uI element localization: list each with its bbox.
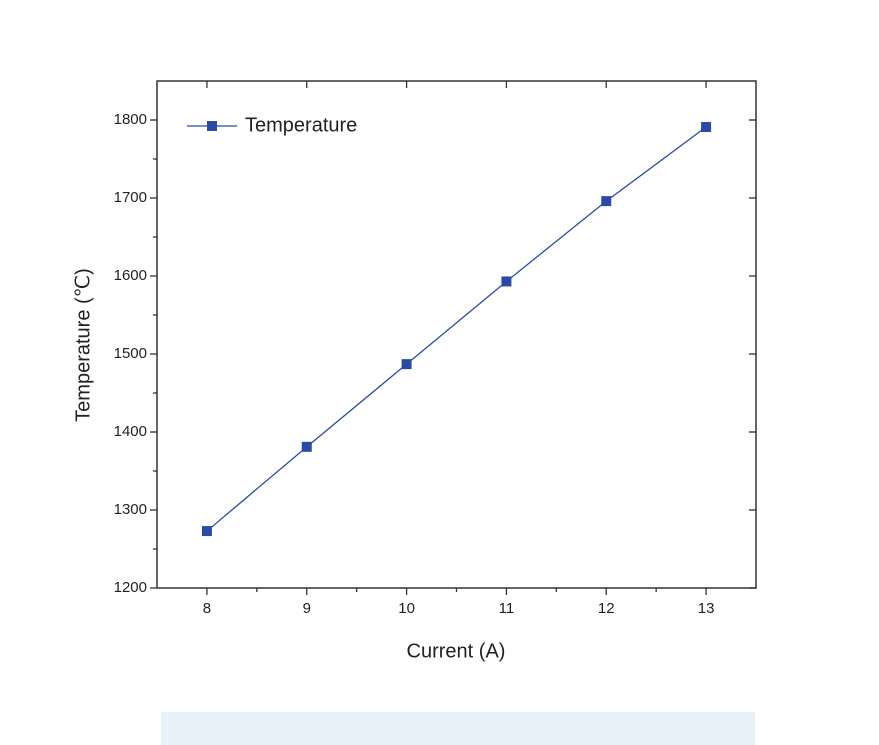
legend-text: Temperature: [245, 114, 357, 136]
y-tick-label: 1500: [114, 345, 147, 362]
y-axis-label: Temperature (℃): [72, 268, 94, 422]
x-tick-label: 10: [398, 600, 415, 617]
data-point: [301, 441, 312, 452]
data-point: [701, 122, 712, 133]
x-tick-label: 12: [598, 600, 615, 617]
series-line: [206, 126, 707, 532]
y-tick-label: 1200: [114, 579, 147, 596]
x-tick-label: 8: [203, 600, 211, 617]
y-tick-label: 1600: [114, 267, 147, 284]
caption-band: [161, 712, 755, 745]
x-tick-label: 13: [698, 600, 715, 617]
data-point: [501, 276, 512, 287]
x-tick-label: 11: [499, 600, 515, 617]
legend-marker: [207, 121, 217, 131]
data-point: [201, 526, 212, 537]
y-tick-label: 1800: [114, 111, 147, 128]
data-point: [601, 196, 612, 207]
x-tick-label: 9: [303, 600, 311, 617]
y-tick-label: 1300: [114, 501, 147, 518]
y-tick-label: 1400: [114, 423, 147, 440]
y-tick-label: 1700: [114, 189, 147, 206]
data-point: [401, 359, 412, 370]
x-axis-label: Current (A): [407, 640, 506, 662]
